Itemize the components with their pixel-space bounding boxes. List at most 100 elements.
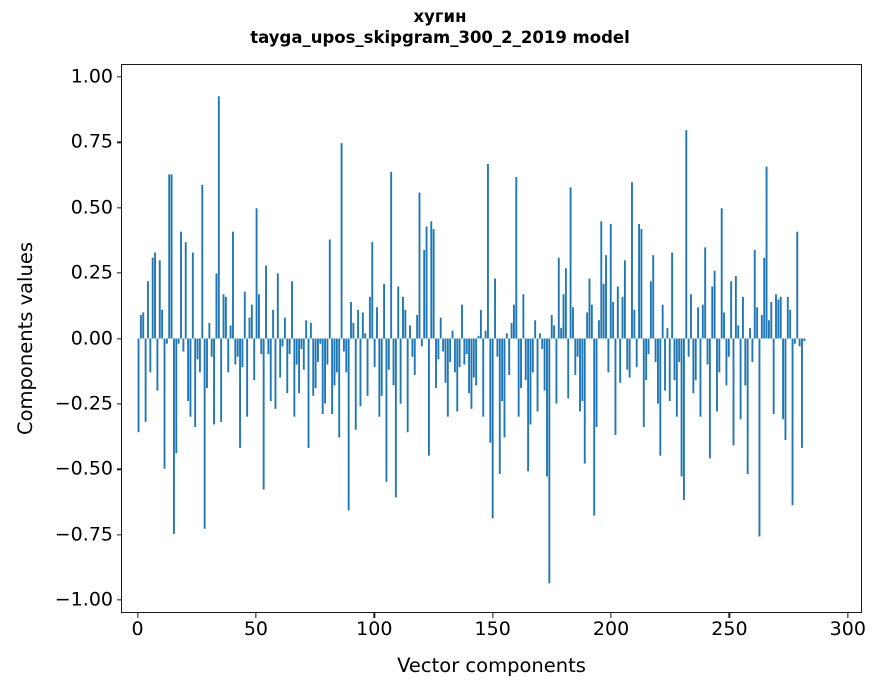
bar — [210, 338, 213, 357]
bar — [215, 273, 218, 339]
bar — [692, 338, 695, 394]
bar — [241, 338, 244, 368]
bar — [763, 257, 766, 339]
bar — [380, 338, 383, 396]
bar — [286, 338, 289, 394]
bar — [260, 338, 263, 355]
bar — [673, 338, 676, 381]
bar — [699, 338, 702, 417]
bar — [373, 338, 376, 368]
bar — [786, 296, 789, 339]
bar — [156, 338, 159, 391]
bar — [612, 302, 615, 339]
bar — [801, 338, 803, 448]
y-tick-label: 1.00 — [70, 65, 113, 88]
y-tick-label: −1.00 — [54, 588, 113, 611]
bar — [387, 338, 390, 370]
bar — [305, 320, 308, 339]
bar — [158, 260, 161, 339]
bar — [411, 338, 414, 357]
bar — [687, 338, 690, 357]
bar — [352, 322, 355, 339]
bar — [250, 304, 253, 339]
bar — [257, 294, 260, 339]
y-tick-mark — [117, 207, 122, 209]
bar — [427, 338, 430, 456]
bar — [597, 320, 600, 339]
y-tick-label: −0.75 — [54, 523, 113, 546]
x-tick-label: 300 — [829, 618, 866, 640]
bar — [614, 338, 617, 435]
x-tick-mark — [373, 613, 375, 618]
bar — [354, 338, 357, 430]
bar — [487, 163, 489, 339]
bar-series — [137, 96, 806, 584]
bar — [744, 338, 747, 386]
y-tick-mark — [117, 141, 122, 144]
x-tick-mark — [255, 613, 257, 618]
bar — [342, 338, 345, 352]
bar — [775, 294, 777, 339]
bar — [730, 281, 733, 339]
bar — [583, 338, 586, 464]
bar — [621, 296, 624, 339]
y-tick-label: 0.50 — [70, 196, 113, 219]
bar — [165, 338, 168, 344]
bar — [600, 221, 603, 339]
bar — [560, 328, 563, 339]
bar — [555, 338, 558, 404]
y-tick-mark — [117, 533, 122, 536]
bar — [623, 260, 626, 339]
bar — [652, 255, 655, 339]
bar — [531, 338, 534, 373]
bar — [224, 296, 227, 339]
bar — [182, 338, 185, 352]
bar — [446, 338, 449, 417]
bar — [557, 257, 560, 339]
bar — [345, 338, 348, 373]
bar — [647, 338, 650, 355]
bar — [479, 309, 482, 339]
bar — [144, 338, 147, 422]
bar — [517, 338, 520, 417]
bar — [671, 252, 674, 339]
bar — [628, 338, 631, 378]
bar — [137, 338, 140, 433]
bar — [468, 338, 471, 394]
bar — [694, 338, 697, 381]
bar — [562, 294, 565, 339]
bar — [236, 338, 239, 357]
plot-area — [122, 65, 861, 612]
bar — [723, 312, 725, 339]
bar — [569, 187, 572, 339]
bar — [232, 231, 234, 339]
bar — [649, 281, 652, 339]
bar — [590, 304, 593, 339]
bar — [267, 338, 270, 355]
bar — [631, 182, 633, 339]
bar — [253, 338, 256, 381]
bar — [255, 208, 258, 339]
bar — [295, 338, 298, 365]
bar — [168, 174, 171, 339]
bar — [333, 338, 336, 386]
bar — [734, 275, 737, 339]
bar — [213, 338, 216, 425]
bar — [749, 328, 751, 339]
x-tick-label: 250 — [711, 618, 748, 640]
bar — [602, 283, 605, 339]
bar — [543, 338, 546, 391]
bar — [701, 304, 704, 339]
bar — [366, 338, 369, 396]
bar — [678, 338, 681, 362]
bar — [357, 309, 360, 339]
bar — [328, 239, 331, 339]
bar — [335, 338, 338, 373]
bar — [638, 223, 641, 339]
bar — [682, 338, 685, 500]
bar — [293, 338, 296, 417]
bar — [777, 299, 780, 339]
x-tick-mark — [728, 613, 731, 618]
bar — [376, 307, 378, 339]
bar — [607, 338, 610, 373]
